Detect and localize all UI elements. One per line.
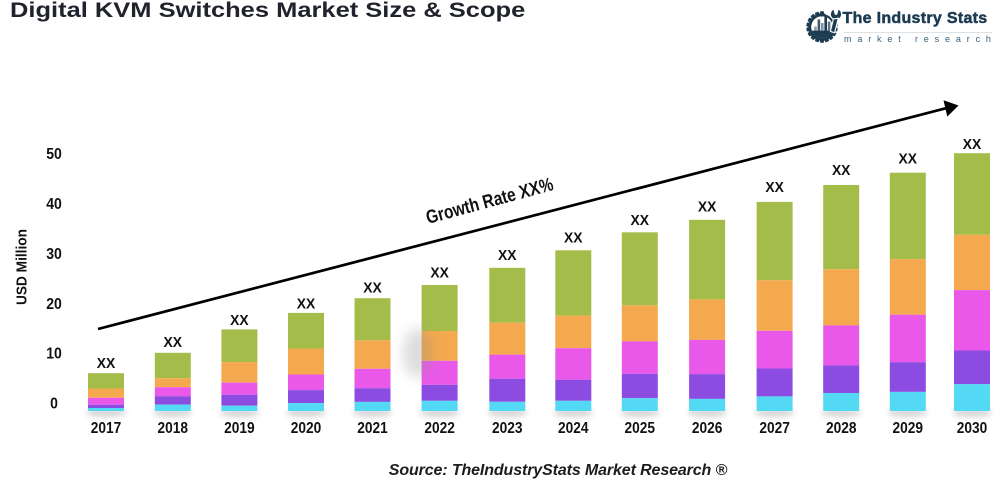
svg-text:XX: XX <box>363 279 382 296</box>
svg-text:XX: XX <box>97 355 116 372</box>
svg-text:XX: XX <box>765 179 784 196</box>
svg-text:2030: 2030 <box>957 420 988 437</box>
svg-text:XX: XX <box>963 136 982 153</box>
svg-text:XX: XX <box>297 296 316 313</box>
svg-text:0: 0 <box>50 396 58 413</box>
svg-text:XX: XX <box>164 334 183 351</box>
svg-text:XX: XX <box>564 230 583 247</box>
svg-text:2017: 2017 <box>91 420 122 437</box>
svg-text:XX: XX <box>698 198 717 215</box>
svg-text:Growth Rate XX%: Growth Rate XX% <box>424 174 556 229</box>
svg-text:2020: 2020 <box>291 420 322 437</box>
svg-text:XX: XX <box>498 247 517 264</box>
svg-text:2023: 2023 <box>492 420 523 437</box>
svg-text:2018: 2018 <box>158 420 189 437</box>
svg-text:10: 10 <box>46 346 62 363</box>
svg-text:2026: 2026 <box>692 420 723 437</box>
svg-text:2022: 2022 <box>424 420 455 437</box>
svg-text:USD Million: USD Million <box>14 229 31 305</box>
svg-text:XX: XX <box>832 162 851 179</box>
svg-text:XX: XX <box>899 151 918 168</box>
svg-text:XX: XX <box>631 212 650 229</box>
svg-text:2029: 2029 <box>893 420 924 437</box>
svg-text:2028: 2028 <box>826 420 857 437</box>
svg-text:2027: 2027 <box>759 420 790 437</box>
svg-text:20: 20 <box>46 296 62 313</box>
svg-text:30: 30 <box>46 246 62 263</box>
svg-text:50: 50 <box>46 146 62 163</box>
svg-text:2025: 2025 <box>625 420 656 437</box>
svg-text:2024: 2024 <box>558 420 589 437</box>
svg-text:2021: 2021 <box>357 420 388 437</box>
svg-text:40: 40 <box>46 196 62 213</box>
svg-text:2019: 2019 <box>224 420 255 437</box>
svg-text:XX: XX <box>230 312 249 329</box>
svg-text:XX: XX <box>430 264 449 281</box>
